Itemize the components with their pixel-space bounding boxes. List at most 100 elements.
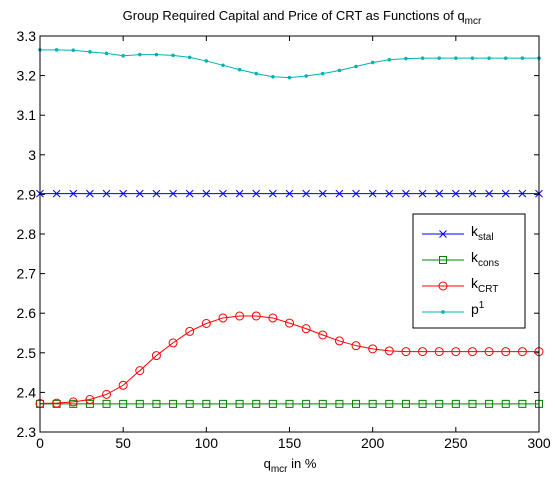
data-point-kcons <box>451 399 460 408</box>
legend-label: p1 <box>471 300 485 317</box>
data-point-kcons <box>352 399 361 408</box>
legend-label-subscript: cons <box>478 258 499 269</box>
data-point-kcons <box>185 399 194 408</box>
marker-stroke <box>435 189 444 198</box>
data-point-kcons <box>485 399 494 408</box>
data-point-p1 <box>237 67 242 72</box>
data-point-kcons <box>518 399 527 408</box>
x-axis-label-tail: in % <box>288 456 317 471</box>
data-point-p1 <box>387 57 392 62</box>
marker-stroke <box>252 189 261 198</box>
data-point-kstal <box>219 189 227 198</box>
data-point-kstal <box>119 189 128 198</box>
data-point-p1 <box>320 71 325 76</box>
x-tick-label: 100 <box>195 435 219 451</box>
chart-title: Group Required Capital and Price of CRT … <box>123 8 482 27</box>
y-tick-label: 2.9 <box>17 186 37 202</box>
data-point-kcons <box>335 399 344 408</box>
data-point-kcrt <box>135 366 145 376</box>
data-point-kcrt <box>301 324 311 334</box>
data-point-kcrt <box>334 336 344 346</box>
marker-stroke <box>418 189 427 198</box>
data-point-kstal <box>135 189 144 198</box>
marker-stroke <box>185 189 194 198</box>
x-axis-label: qmcr in % <box>264 456 317 475</box>
marker-stroke <box>152 189 161 198</box>
data-point-kstal <box>169 189 177 198</box>
legend-marker <box>438 281 448 291</box>
y-tick-label: 3.1 <box>17 107 37 123</box>
x-tick-label: 200 <box>361 435 385 451</box>
marker-stroke <box>169 189 177 198</box>
marker-stroke <box>52 189 61 198</box>
plot-area <box>35 35 544 433</box>
data-point-p1 <box>370 60 375 65</box>
data-point-kcrt <box>68 397 78 407</box>
data-point-kcons <box>119 399 128 408</box>
series-kstal <box>36 189 543 198</box>
data-point-p1 <box>121 53 126 58</box>
marker-stroke <box>468 189 477 198</box>
data-point-p1 <box>420 56 425 61</box>
data-point-kstal <box>368 189 377 198</box>
marker-stroke <box>202 189 211 198</box>
legend-label-main: k <box>471 223 479 239</box>
marker-stroke <box>368 189 377 198</box>
data-point-kcons <box>218 399 227 408</box>
data-point-p1 <box>71 48 76 53</box>
data-point-kstal <box>402 189 410 198</box>
data-point-kcrt <box>401 347 411 357</box>
data-point-p1 <box>137 52 142 57</box>
data-point-kcrt <box>418 347 428 357</box>
data-point-kcrt <box>201 318 211 328</box>
data-point-kcrt <box>185 326 195 336</box>
data-point-p1 <box>304 74 308 78</box>
data-point-p1 <box>487 56 491 61</box>
data-point-p1 <box>404 56 408 61</box>
data-point-p1 <box>437 56 442 61</box>
data-point-kstal <box>318 189 327 198</box>
data-point-kcrt <box>484 347 494 357</box>
data-point-p1 <box>88 49 92 54</box>
marker-stroke <box>501 189 510 198</box>
marker-stroke <box>269 189 277 198</box>
data-point-kcrt <box>501 347 511 357</box>
data-point-kstal <box>269 189 277 198</box>
data-point-kcons <box>302 399 311 408</box>
data-point-kstal <box>302 189 310 198</box>
data-point-kcons <box>285 399 294 408</box>
data-point-p1 <box>354 64 358 69</box>
data-point-p1 <box>187 55 192 60</box>
marker-stroke <box>302 189 310 198</box>
data-point-kstal <box>235 189 244 198</box>
marker-stroke <box>135 189 144 198</box>
data-point-kcons <box>152 399 161 408</box>
data-point-kstal <box>518 189 527 198</box>
legend-label-subscript: CRT <box>478 284 498 295</box>
data-point-p1 <box>171 53 175 58</box>
data-point-kcrt <box>351 341 361 351</box>
legend-label-superscript: 1 <box>479 300 485 311</box>
data-point-kcrt <box>102 389 112 399</box>
series-kcrt <box>35 311 544 408</box>
data-point-p1 <box>470 56 475 61</box>
data-point-kcrt <box>235 311 245 321</box>
data-point-kcons <box>418 399 427 408</box>
data-point-p1 <box>154 52 159 57</box>
marker-stroke <box>518 189 527 198</box>
data-point-kcons <box>85 399 94 408</box>
marker-stroke <box>86 189 94 198</box>
data-point-kstal <box>385 189 394 198</box>
x-tick-label: 150 <box>278 435 302 451</box>
data-point-kcrt <box>251 311 261 321</box>
data-point-kstal <box>86 189 94 198</box>
series-p1 <box>38 48 541 80</box>
data-point-kstal <box>252 189 261 198</box>
data-point-kstal <box>501 189 510 198</box>
marker-stroke <box>285 189 294 198</box>
y-tick-label: 2.7 <box>17 266 37 282</box>
data-point-kcrt <box>218 313 228 323</box>
y-tick-label: 2.8 <box>17 226 37 242</box>
data-point-kstal <box>418 189 427 198</box>
